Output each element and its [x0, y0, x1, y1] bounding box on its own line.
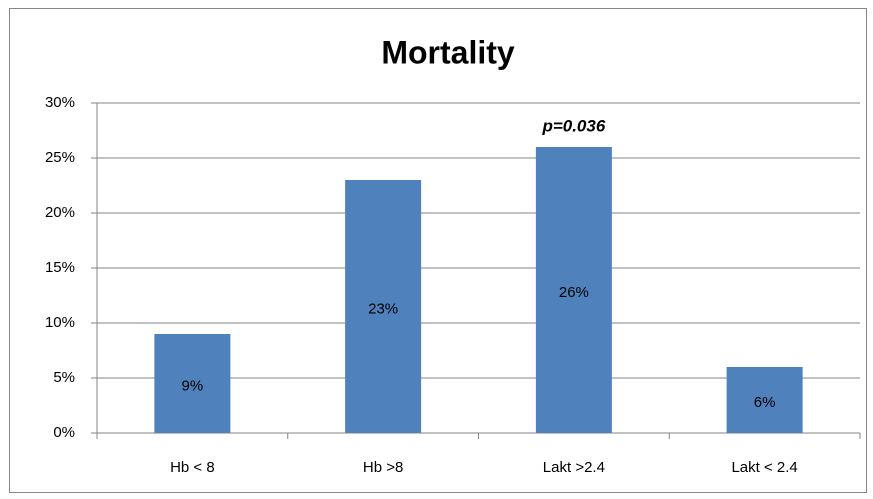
x-tick-label: Lakt < 2.4 [731, 459, 797, 476]
x-tick-label: Hb < 8 [170, 459, 215, 476]
data-label: 23% [368, 300, 398, 317]
y-tick-label: 0% [53, 424, 75, 441]
y-tick-label: 20% [45, 204, 75, 221]
chart-frame [9, 8, 867, 493]
x-tick-label: Hb >8 [363, 459, 403, 476]
y-tick-label: 25% [45, 149, 75, 166]
data-label: 6% [754, 394, 776, 411]
y-tick-label: 5% [53, 369, 75, 386]
annotation: p=0.036 [541, 116, 605, 135]
bar [726, 367, 803, 433]
chart-title: Mortality [381, 34, 515, 70]
y-tick-label: 15% [45, 259, 75, 276]
x-tick-label: Lakt >2.4 [543, 459, 605, 476]
y-tick-label: 10% [45, 314, 75, 331]
data-label: 26% [559, 284, 589, 301]
bar [154, 334, 231, 433]
bar [535, 147, 612, 433]
y-tick-label: 30% [45, 94, 75, 111]
bar [345, 180, 422, 433]
data-label: 9% [182, 377, 204, 394]
